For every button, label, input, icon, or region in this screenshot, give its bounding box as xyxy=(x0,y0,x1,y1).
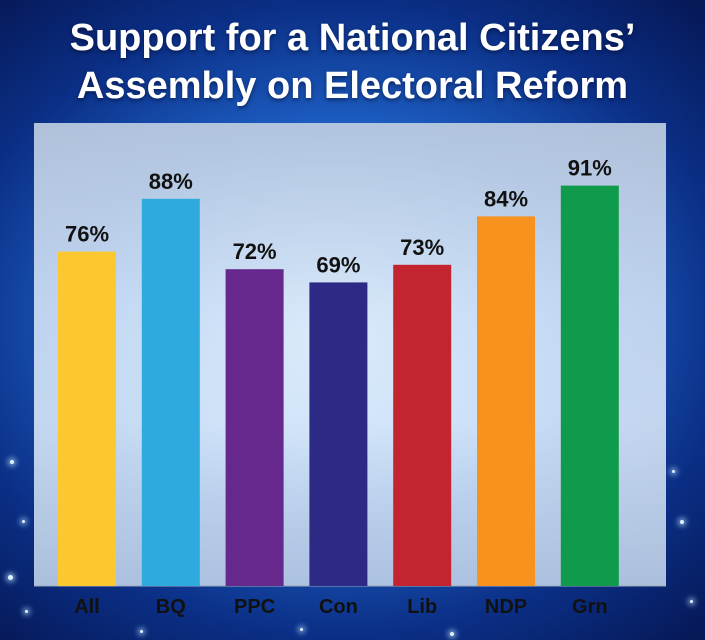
sparkle xyxy=(140,630,143,633)
data-label-all: 76% xyxy=(65,222,109,247)
x-tick-label-all: All xyxy=(74,596,100,618)
x-tick-label-grn: Grn xyxy=(572,596,608,618)
bar-ndp xyxy=(477,216,535,586)
sparkle xyxy=(8,575,13,580)
x-tick-label-con: Con xyxy=(319,596,358,618)
bar-con xyxy=(309,282,368,586)
chart-title-line-1: Support for a National Citizens’ xyxy=(69,17,636,59)
sparkle xyxy=(680,520,684,524)
x-tick-label-ppc: PPC xyxy=(234,596,275,618)
sparkle xyxy=(25,610,28,613)
sparkle xyxy=(690,600,693,603)
data-label-con: 69% xyxy=(316,252,360,277)
bar-all xyxy=(58,251,116,586)
data-label-grn: 91% xyxy=(568,156,612,181)
bar-lib xyxy=(393,264,452,586)
sparkle xyxy=(22,520,25,523)
x-tick-label-ndp: NDP xyxy=(485,596,527,618)
sparkle xyxy=(450,632,454,636)
sparkle xyxy=(300,628,303,631)
sparkle xyxy=(10,460,14,464)
data-label-ppc: 72% xyxy=(233,239,277,264)
chart-title-line-2: Assembly on Electoral Reform xyxy=(76,65,629,107)
x-tick-label-lib: Lib xyxy=(407,596,437,618)
bar-ppc xyxy=(225,269,284,586)
data-label-ndp: 84% xyxy=(484,186,528,211)
x-tick-label-bq: BQ xyxy=(156,596,186,618)
sparkle xyxy=(672,470,675,473)
bar-bq xyxy=(141,198,200,587)
data-label-lib: 73% xyxy=(400,235,444,260)
bar-grn xyxy=(560,185,619,586)
data-label-bq: 88% xyxy=(149,169,193,194)
chart-title: Support for a National Citizens’ Assembl… xyxy=(0,14,705,110)
